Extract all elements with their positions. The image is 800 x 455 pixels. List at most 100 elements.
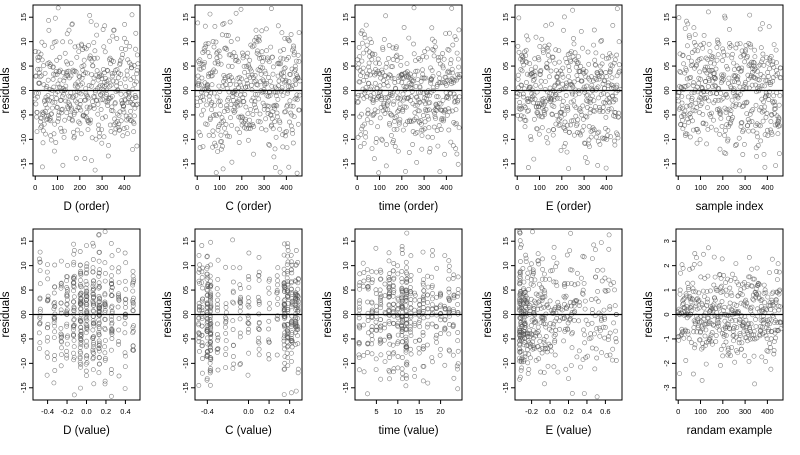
data-point — [434, 294, 439, 300]
data-point — [81, 63, 87, 68]
data-point — [738, 69, 743, 74]
data-point — [78, 284, 84, 290]
data-point — [748, 42, 753, 47]
data-point — [235, 59, 241, 65]
data-point — [741, 84, 747, 90]
data-point — [129, 12, 135, 18]
data-point — [442, 306, 448, 312]
data-point — [430, 47, 436, 52]
data-point — [204, 102, 209, 108]
x-tick-label: 200 — [396, 183, 409, 192]
data-point — [695, 48, 701, 54]
data-point — [275, 301, 280, 307]
data-point — [380, 45, 386, 50]
data-point — [416, 350, 422, 356]
data-point — [565, 122, 570, 128]
data-point — [536, 103, 542, 109]
data-point — [446, 127, 452, 133]
data-point — [758, 298, 764, 303]
data-point — [593, 134, 599, 140]
data-point — [196, 339, 202, 344]
data-point — [72, 83, 78, 89]
data-point — [378, 97, 384, 103]
data-point — [689, 98, 694, 103]
data-point — [713, 66, 719, 72]
y-axis-label: residuals — [162, 291, 174, 337]
data-point — [539, 36, 545, 42]
data-point — [373, 269, 379, 275]
data-point — [373, 287, 379, 293]
data-point — [108, 292, 114, 298]
data-point — [131, 113, 137, 119]
data-point — [559, 103, 565, 108]
data-point — [704, 88, 710, 94]
data-point — [213, 39, 219, 45]
data-point — [214, 332, 220, 337]
data-point — [417, 337, 423, 343]
data-point — [575, 117, 581, 123]
data-point — [235, 36, 241, 42]
data-point — [394, 323, 400, 329]
data-point — [565, 281, 571, 286]
data-point — [123, 286, 129, 292]
data-point — [110, 78, 116, 84]
data-point — [742, 59, 747, 65]
data-point — [703, 327, 709, 333]
data-point — [778, 75, 784, 81]
data-point — [289, 304, 294, 310]
data-point — [380, 70, 385, 75]
data-point — [761, 62, 767, 68]
data-point — [214, 286, 220, 292]
data-point — [76, 49, 82, 54]
data-point — [726, 124, 732, 129]
y-tick-label: -05 — [181, 334, 190, 345]
y-tick-label: 10 — [501, 37, 510, 45]
data-point — [740, 321, 746, 327]
data-point — [387, 341, 393, 347]
y-tick-label: 00 — [341, 310, 350, 318]
data-point — [357, 271, 363, 277]
data-point — [769, 132, 775, 137]
data-point — [134, 52, 140, 58]
data-point — [45, 293, 51, 299]
y-tick-label: -05 — [501, 334, 510, 345]
data-point — [363, 85, 369, 91]
data-point — [403, 298, 409, 304]
data-point — [271, 154, 277, 160]
data-point — [88, 19, 94, 24]
data-point — [71, 284, 77, 290]
data-point — [37, 249, 43, 255]
data-point — [527, 308, 533, 314]
data-point — [418, 121, 424, 127]
x-tick-label: 400 — [600, 183, 613, 192]
data-point — [558, 147, 564, 153]
data-point — [526, 165, 531, 170]
data-point — [270, 109, 276, 114]
data-point — [277, 169, 283, 175]
data-point — [91, 106, 97, 111]
data-point — [554, 95, 560, 101]
data-point — [725, 276, 730, 282]
data-point — [280, 56, 286, 62]
data-point — [356, 367, 362, 373]
data-point — [542, 276, 548, 282]
data-point — [570, 91, 575, 97]
data-point — [587, 144, 592, 149]
data-point — [84, 338, 89, 344]
data-point — [52, 329, 57, 335]
data-point — [37, 320, 43, 326]
data-point — [446, 276, 452, 282]
data-point — [518, 367, 524, 373]
data-point — [521, 300, 526, 306]
data-point — [612, 303, 618, 309]
data-point — [749, 108, 754, 114]
data-point — [52, 284, 57, 290]
data-point — [200, 356, 205, 361]
x-tick-label: 0.4 — [120, 407, 130, 416]
data-point — [116, 280, 122, 285]
data-point — [691, 80, 696, 86]
y-tick-label: -15 — [341, 382, 350, 393]
data-point — [214, 321, 220, 327]
data-point — [96, 345, 102, 351]
data-point — [209, 107, 214, 113]
